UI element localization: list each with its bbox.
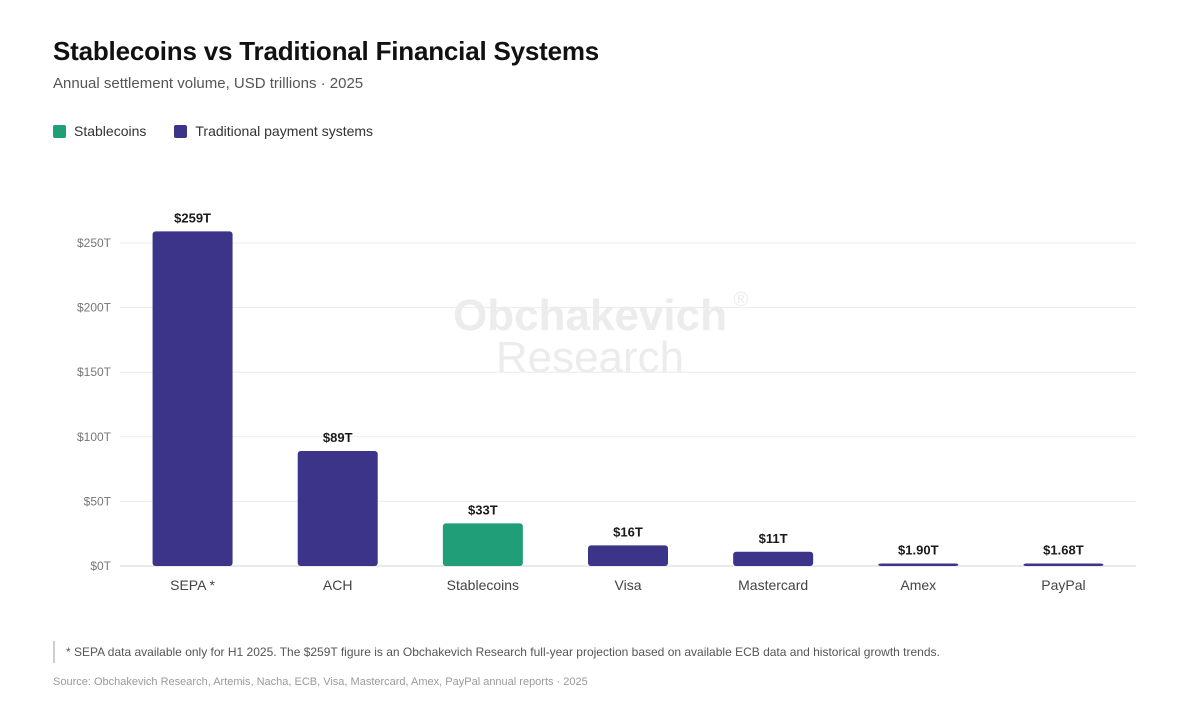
watermark-line1: Obchakevich	[453, 291, 727, 340]
watermark-line2: Research	[496, 333, 684, 382]
x-axis: SEPA * ACH Stablecoins Visa Mastercard Amex Pa…	[170, 577, 1085, 593]
bar	[297, 451, 378, 566]
x-tick-label: Stablecoins	[447, 577, 519, 593]
bar	[588, 545, 668, 566]
source-note: Source: Obchakevich Research, Artemis, N…	[53, 676, 588, 688]
x-tick-label: Amex	[900, 577, 936, 593]
watermark-mark: ®	[734, 289, 749, 311]
y-tick-label: $200T	[77, 301, 112, 315]
data-label: $1.90T	[898, 543, 939, 558]
data-label: $16T	[613, 524, 643, 539]
y-tick-label: $0T	[90, 559, 111, 573]
data-label: $11T	[759, 531, 788, 546]
legend-label-stablecoins: Stablecoins	[74, 123, 147, 139]
y-axis: $0T $50T $100T $150T $200T $250T	[77, 236, 112, 573]
y-tick-label: $150T	[77, 365, 112, 379]
chart-subtitle: Annual settlement volume, USD trillions …	[53, 75, 364, 92]
bar	[878, 563, 959, 566]
x-tick-label: Mastercard	[738, 577, 808, 593]
legend-swatch-stablecoins	[53, 124, 66, 138]
bar	[152, 231, 233, 566]
chart-title: Stablecoins vs Traditional Financial Sys…	[53, 36, 600, 66]
legend-swatch-traditional	[174, 124, 188, 138]
bar	[1023, 563, 1104, 566]
data-label: $259T	[174, 210, 211, 225]
bar	[733, 551, 814, 566]
watermark: Obchakevich ® Research	[453, 289, 749, 382]
bars: $259T $89T $33T $16T $11T $1.90T $1.68T	[152, 210, 1104, 566]
legend: Stablecoins Traditional payment systems	[53, 123, 373, 139]
data-label: $89T	[323, 430, 353, 445]
data-label: $1.68T	[1043, 543, 1084, 558]
x-tick-label: SEPA *	[170, 577, 215, 593]
y-tick-label: $50T	[84, 494, 112, 508]
footnote: * SEPA data available only for H1 2025. …	[53, 641, 940, 663]
x-tick-label: ACH	[323, 577, 353, 593]
y-tick-label: $250T	[77, 236, 112, 250]
x-tick-label: Visa	[615, 577, 642, 593]
data-label: $33T	[468, 502, 498, 517]
x-tick-label: PayPal	[1041, 577, 1085, 593]
y-tick-label: $100T	[77, 430, 112, 444]
legend-label-traditional: Traditional payment systems	[195, 123, 374, 139]
legend-item-stablecoins: Stablecoins	[53, 123, 146, 139]
bar	[442, 523, 523, 566]
legend-item-traditional: Traditional payment systems	[174, 123, 373, 139]
